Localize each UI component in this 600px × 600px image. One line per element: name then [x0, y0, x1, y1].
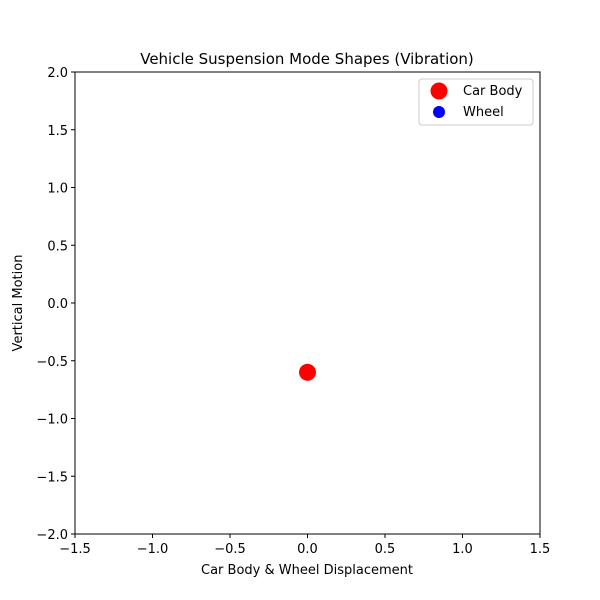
x-tick-label-0-0: 0.0	[297, 542, 318, 557]
x-tick-label-minus-0-5: −0.5	[214, 542, 246, 557]
data-points	[299, 363, 316, 381]
x-tick-label-1-5: 1.5	[530, 542, 551, 557]
y-tick-label-minus-0-5: −0.5	[36, 355, 68, 370]
x-tick-label-0-5: 0.5	[375, 542, 396, 557]
x-tick-label-1-0: 1.0	[452, 542, 473, 557]
plot-frame	[74, 71, 541, 535]
y-tick-label-minus-1-5: −1.5	[36, 470, 68, 485]
y-axis-label: Vertical Motion	[11, 255, 26, 352]
y-axis-ticks: 2.0 1.5 1.0 0.5 0.0 −0.5 −1.0 −1.5 −2.0	[36, 66, 75, 543]
legend-label-car-body: Car Body	[463, 84, 523, 99]
legend-marker-wheel	[433, 106, 445, 118]
y-tick-label-minus-2-0: −2.0	[36, 528, 68, 543]
y-tick-label-0-5: 0.5	[47, 239, 68, 254]
plot-area	[75, 72, 540, 534]
point-car-body	[299, 363, 316, 381]
x-axis-ticks: −1.5 −1.0 −0.5 0.0 0.5 1.0 1.5	[59, 534, 550, 557]
y-tick-label-1-0: 1.0	[47, 182, 68, 197]
legend: Car Body Wheel	[418, 78, 534, 126]
y-tick-label-0-0: 0.0	[47, 297, 68, 312]
x-tick-label-minus-1-0: −1.0	[137, 542, 169, 557]
legend-marker-car-body	[430, 82, 448, 100]
chart-title: Vehicle Suspension Mode Shapes (Vibratio…	[140, 50, 474, 68]
legend-label-wheel: Wheel	[463, 105, 504, 120]
y-tick-label-1-5: 1.5	[47, 124, 68, 139]
y-tick-label-minus-1-0: −1.0	[36, 413, 68, 428]
legend-box	[418, 78, 534, 126]
x-tick-label-minus-1-5: −1.5	[59, 542, 91, 557]
y-tick-label-2-0: 2.0	[47, 66, 68, 81]
x-axis-label: Car Body & Wheel Displacement	[201, 563, 413, 578]
